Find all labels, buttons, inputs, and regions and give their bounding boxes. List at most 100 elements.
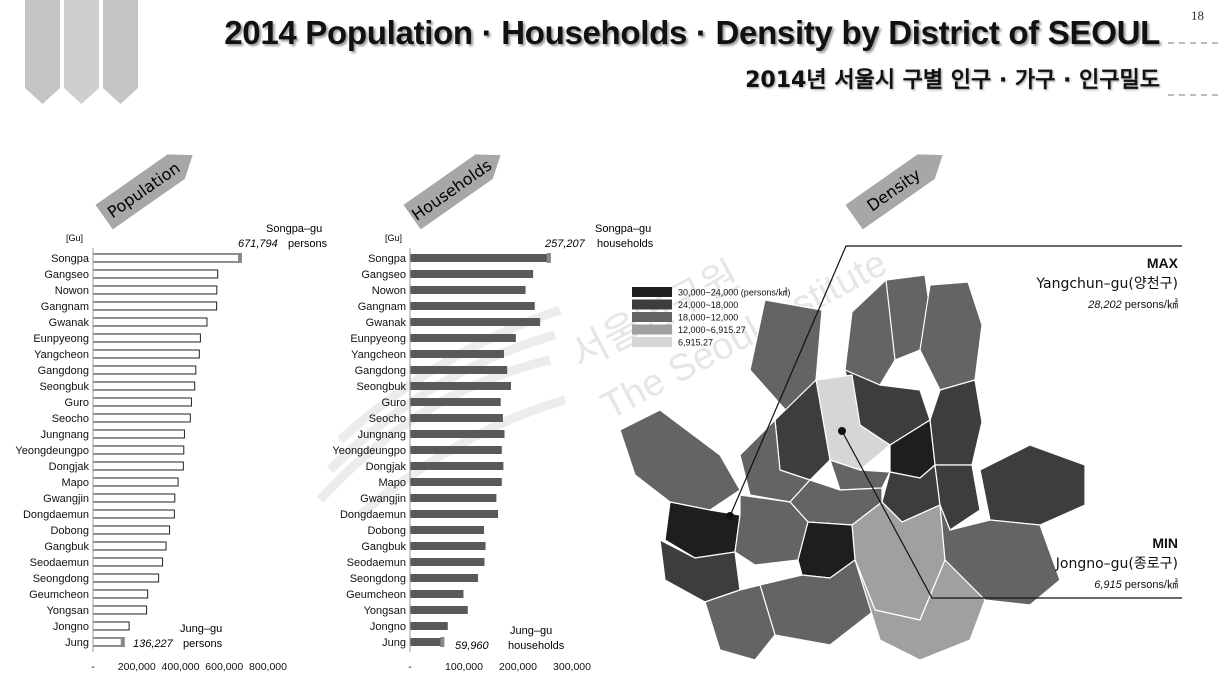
bar	[410, 398, 501, 406]
bar	[410, 462, 504, 470]
households-min-unit: households	[508, 640, 565, 652]
category-label: Songpa	[51, 253, 90, 265]
x-tick-label: 200,000	[118, 661, 156, 673]
x-tick-label: -	[408, 661, 412, 673]
category-label: Jongno	[370, 621, 406, 633]
population-min-unit: persons	[183, 638, 223, 650]
category-label: Seongdong	[33, 573, 89, 585]
households-bar-chart: [Gu] Songpa Gangseo Nowon Gangnam Gwanak Eunp…	[332, 223, 654, 673]
density-min-value: 6,915	[1094, 579, 1122, 591]
category-label: Gwangjin	[360, 493, 406, 505]
category-label: Mapo	[378, 477, 406, 489]
category-label: Seongdong	[350, 573, 406, 585]
category-label: Jongno	[53, 621, 89, 633]
category-label: Nowon	[372, 285, 406, 297]
legend-label: 24,000~18,000	[678, 300, 738, 310]
category-label: Gwanak	[49, 317, 90, 329]
category-label: Gangbuk	[361, 541, 406, 553]
bar	[410, 478, 502, 486]
bar	[410, 382, 511, 390]
bar-end-marker	[237, 253, 242, 263]
density-max-value: 28,202	[1088, 299, 1122, 311]
category-label: Gwangjin	[43, 493, 89, 505]
watermark: 서울연구원 The Seoul Institute	[316, 242, 894, 519]
category-label: Guro	[382, 397, 406, 409]
legend-swatch	[632, 299, 672, 310]
category-label: Seodaemun	[30, 557, 89, 569]
bar	[410, 574, 479, 582]
population-max-value: 671,794	[238, 238, 278, 250]
density-max-callout: MAX Yangchun–gu(양천구) 28,202 persons/㎢	[1036, 255, 1178, 312]
category-label: Nowon	[55, 285, 89, 297]
density-min-unit: persons/㎢	[1124, 579, 1178, 591]
bar	[410, 350, 504, 358]
bar	[410, 334, 516, 342]
category-label: Yongsan	[47, 605, 89, 617]
category-label: Dobong	[367, 525, 406, 537]
households-section-arrow: Households	[403, 154, 501, 230]
legend-label: 6,915.27	[678, 338, 713, 348]
bar	[410, 446, 502, 454]
category-label: Eunpyeong	[350, 333, 406, 345]
category-label: Yeongdeungpo	[15, 445, 89, 457]
bar-end-marker	[546, 253, 551, 263]
legend-label: 30,000~24,000 (persons/㎢)	[678, 288, 790, 298]
category-label: Yangcheon	[351, 349, 406, 361]
population-max-label: Songpa–gu	[266, 223, 322, 235]
bar	[410, 606, 468, 614]
density-max-unit: persons/㎢	[1124, 299, 1178, 311]
category-label: Geumcheon	[29, 589, 89, 601]
population-min-value: 136,227	[133, 638, 174, 650]
households-max-label: Songpa–gu	[595, 223, 651, 235]
x-tick-label: 300,000	[553, 661, 591, 673]
category-label: Seocho	[369, 413, 406, 425]
district-geumcheon	[704, 584, 776, 661]
category-label: Seongbuk	[39, 381, 89, 393]
bar	[410, 302, 535, 310]
category-label: Gangseo	[361, 269, 406, 281]
district-gwangjin	[934, 464, 981, 531]
category-label: Gangseo	[44, 269, 89, 281]
bar	[410, 622, 448, 630]
category-label: Mapo	[61, 477, 89, 489]
households-max-value: 257,207	[544, 238, 586, 250]
legend-swatch	[632, 287, 672, 297]
density-max-district: Yangchun–gu(양천구)	[1036, 276, 1178, 292]
legend-swatch	[632, 324, 672, 335]
x-tick-label: 100,000	[445, 661, 483, 673]
bar	[410, 510, 499, 518]
category-label: Gangbuk	[44, 541, 89, 553]
category-label: Guro	[65, 397, 89, 409]
density-legend: 30,000~24,000 (persons/㎢) 24,000~18,000 18…	[632, 287, 790, 348]
x-tick-label: 400,000	[162, 661, 200, 673]
bar	[410, 638, 443, 646]
density-section-arrow: Density	[845, 154, 943, 230]
bar-end-marker	[120, 637, 125, 647]
population-section-arrow: Population	[95, 154, 193, 230]
density-max-tag: MAX	[1146, 255, 1178, 271]
households-max-unit: households	[597, 238, 654, 250]
bar	[410, 542, 486, 550]
legend-swatch	[632, 312, 672, 322]
category-label: Dongjak	[366, 461, 407, 473]
population-bar-chart: [Gu] Songpa Gangseo Nowon Gangnam Gwanak Eunp…	[15, 223, 327, 673]
households-axis-label: [Gu]	[385, 233, 402, 243]
district-gangbuk	[844, 278, 896, 386]
category-label: Dongdaemun	[23, 509, 89, 521]
district-seocho	[854, 558, 986, 661]
category-label: Dongjak	[49, 461, 90, 473]
category-label: Jungnang	[358, 429, 406, 441]
bar	[410, 526, 484, 534]
bar	[410, 414, 503, 422]
category-label: Yeongdeungpo	[332, 445, 406, 457]
district-yeongdeungpo	[734, 494, 809, 566]
category-label: Songpa	[368, 253, 407, 265]
bar	[410, 286, 526, 294]
x-tick-label: 200,000	[499, 661, 537, 673]
category-label: Gangnam	[41, 301, 89, 313]
legend-label: 18,000~12,000	[678, 313, 738, 323]
bar	[410, 494, 497, 502]
density-min-tag: MIN	[1152, 535, 1178, 551]
bar	[410, 590, 464, 598]
